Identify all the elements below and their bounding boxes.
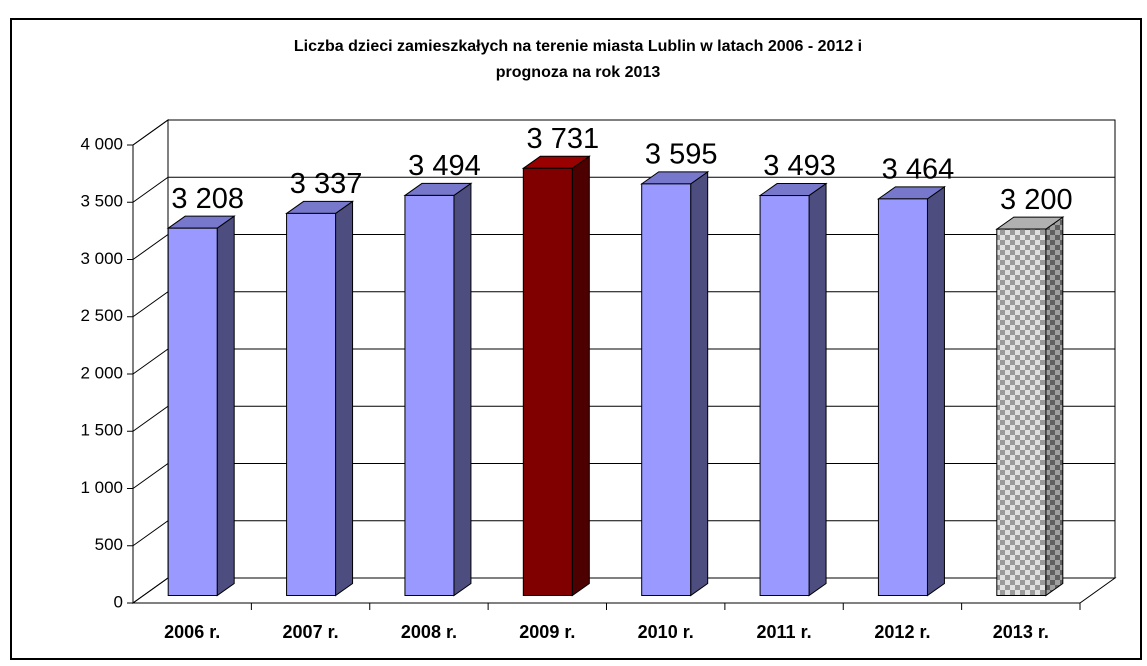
- bar-side: [216, 215, 235, 597]
- grid-line: [132, 176, 1115, 203]
- y-tick-label: 0: [114, 592, 123, 611]
- y-tick-label: 2 000: [80, 363, 123, 382]
- x-tick-label: 2012 r.: [874, 622, 930, 642]
- bar-side: [453, 182, 472, 597]
- y-tick-label: 1 500: [80, 421, 123, 440]
- bar-side: [335, 200, 354, 597]
- value-label: 3 464: [882, 154, 955, 186]
- y-tick-label: 3 500: [80, 192, 123, 211]
- bar-side: [926, 185, 945, 597]
- y-tick-label: 3 000: [80, 249, 123, 268]
- bar-side: [690, 170, 709, 597]
- bar-side: [1045, 216, 1064, 597]
- x-tick-label: 2008 r.: [401, 622, 457, 642]
- bar: [759, 195, 810, 596]
- y-tick-label: 1 000: [80, 478, 123, 497]
- value-label: 3 731: [527, 123, 600, 155]
- x-tick-label: 2007 r.: [283, 622, 339, 642]
- bar-side: [571, 155, 590, 597]
- x-tick-label: 2011 r.: [757, 622, 812, 642]
- bar: [522, 167, 573, 596]
- chart-title: Liczba dzieci zamieszkałych na terenie m…: [294, 38, 862, 55]
- value-label: 3 595: [645, 139, 718, 171]
- grid-line: [132, 119, 1115, 146]
- chart-subtitle: prognoza na rok 2013: [496, 64, 661, 81]
- x-tick-label: 2006 r.: [164, 622, 220, 642]
- bar: [286, 212, 337, 596]
- bar: [877, 198, 928, 596]
- value-label: 3 337: [290, 168, 363, 200]
- bar: [167, 227, 218, 597]
- bar: [404, 194, 455, 596]
- y-tick-label: 500: [95, 535, 123, 554]
- value-label: 3 200: [1000, 184, 1073, 216]
- x-tick-label: 2010 r.: [638, 622, 694, 642]
- bar-side: [808, 182, 827, 597]
- x-tick-label: 2009 r.: [519, 622, 575, 642]
- y-tick-label: 2 500: [80, 306, 123, 325]
- bar: [641, 183, 692, 596]
- floor: [131, 577, 1117, 604]
- y-tick-label: 4 000: [80, 134, 123, 153]
- value-label: 3 208: [171, 183, 244, 215]
- value-label: 3 493: [763, 150, 836, 182]
- x-tick-label: 2013 r.: [993, 622, 1049, 642]
- value-label: 3 494: [408, 150, 481, 182]
- bar: [996, 228, 1047, 596]
